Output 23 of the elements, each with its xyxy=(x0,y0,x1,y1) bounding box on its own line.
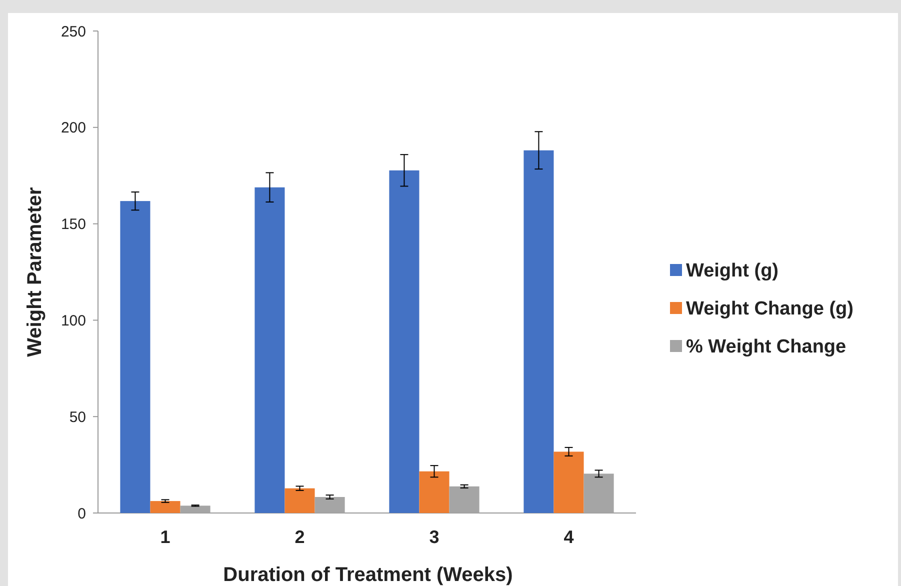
x-tick-label: 2 xyxy=(294,527,305,547)
legend-label: Weight (g) xyxy=(686,260,779,282)
y-tick-label: 0 xyxy=(78,505,86,522)
bar xyxy=(524,150,554,513)
y-tick-label: 100 xyxy=(60,312,86,330)
y-tick-label: 200 xyxy=(60,120,86,137)
bar xyxy=(389,170,420,513)
legend-label: % Weight Change xyxy=(686,336,846,358)
bar xyxy=(284,488,315,513)
y-tick-label: 50 xyxy=(69,408,86,426)
bar xyxy=(120,201,150,513)
legend-label: Weight Change (g) xyxy=(686,298,854,320)
bar xyxy=(254,187,285,513)
y-axis-title: Weight Parameter xyxy=(24,186,46,357)
x-axis-title: Duration of Treatment (Weeks) xyxy=(223,564,513,586)
x-tick-label: 3 xyxy=(429,527,440,547)
bar xyxy=(419,471,450,513)
bar xyxy=(150,501,180,513)
x-tick-label: 4 xyxy=(564,527,574,547)
bar xyxy=(554,452,584,513)
x-tick-label: 1 xyxy=(160,527,170,547)
y-tick-label: 150 xyxy=(60,216,86,234)
y-tick-label: 250 xyxy=(60,23,86,40)
